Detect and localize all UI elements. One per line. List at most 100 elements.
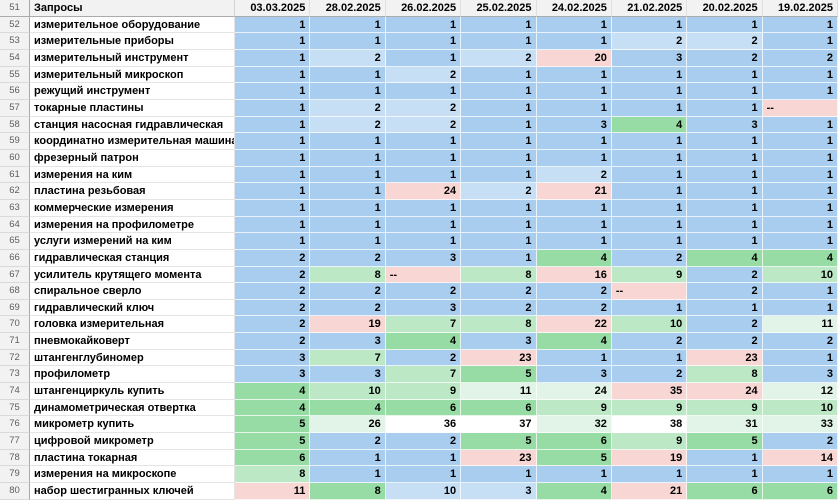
value-cell[interactable]: 3 <box>310 366 386 384</box>
value-cell[interactable]: 37 <box>461 416 537 434</box>
column-header-date[interactable]: 26.02.2025 <box>385 0 462 17</box>
query-label-cell[interactable]: цифровой микрометр <box>30 433 235 450</box>
row-number[interactable]: 54 <box>0 49 30 67</box>
value-cell[interactable]: 1 <box>536 66 612 84</box>
value-cell[interactable]: 2 <box>461 283 537 300</box>
value-cell[interactable]: 1 <box>762 233 838 250</box>
value-cell[interactable]: 1 <box>461 216 537 234</box>
value-cell[interactable]: 31 <box>687 416 763 434</box>
value-cell[interactable]: 10 <box>762 399 838 417</box>
column-header-date[interactable]: 19.02.2025 <box>762 0 838 17</box>
value-cell[interactable]: -- <box>611 283 688 300</box>
value-cell[interactable]: 3 <box>762 366 838 384</box>
value-cell[interactable]: 1 <box>235 83 311 100</box>
value-cell[interactable]: 1 <box>762 199 838 217</box>
value-cell[interactable]: 26 <box>310 416 386 434</box>
value-cell[interactable]: 1 <box>687 449 763 467</box>
value-cell[interactable]: 1 <box>461 233 537 250</box>
value-cell[interactable]: 12 <box>762 383 838 400</box>
value-cell[interactable]: 1 <box>310 199 386 217</box>
value-cell[interactable]: 5 <box>235 416 311 434</box>
value-cell[interactable]: 1 <box>536 349 612 367</box>
query-label-cell[interactable]: штангенциркуль купить <box>30 383 235 400</box>
value-cell[interactable]: 2 <box>687 49 763 67</box>
value-cell[interactable]: 9 <box>611 433 688 450</box>
value-cell[interactable]: 4 <box>310 399 386 417</box>
value-cell[interactable]: 23 <box>461 349 537 367</box>
value-cell[interactable]: 20 <box>536 49 612 67</box>
value-cell[interactable]: 1 <box>461 166 537 184</box>
row-number[interactable]: 75 <box>0 399 30 417</box>
value-cell[interactable]: 4 <box>385 333 462 350</box>
value-cell[interactable]: 1 <box>235 216 311 234</box>
value-cell[interactable]: 11 <box>762 316 838 334</box>
query-label-cell[interactable]: услуги измерений на ким <box>30 233 235 250</box>
value-cell[interactable]: 1 <box>461 149 537 167</box>
value-cell[interactable]: 8 <box>687 366 763 384</box>
value-cell[interactable]: 1 <box>762 466 838 484</box>
value-cell[interactable]: 1 <box>461 66 537 84</box>
query-label-cell[interactable]: пластина резьбовая <box>30 183 235 200</box>
query-label-cell[interactable]: измерения на профилометре <box>30 216 235 234</box>
value-cell[interactable]: 1 <box>385 16 462 34</box>
row-number[interactable]: 63 <box>0 199 30 217</box>
row-number[interactable]: 68 <box>0 283 30 300</box>
query-label-cell[interactable]: пластина токарная <box>30 449 235 467</box>
value-cell[interactable]: 1 <box>310 216 386 234</box>
value-cell[interactable]: -- <box>385 266 462 284</box>
row-number[interactable]: 59 <box>0 133 30 150</box>
value-cell[interactable]: 1 <box>235 99 311 117</box>
value-cell[interactable]: 23 <box>461 449 537 467</box>
value-cell[interactable]: 2 <box>310 116 386 134</box>
value-cell[interactable]: 1 <box>611 66 688 84</box>
value-cell[interactable]: 1 <box>235 116 311 134</box>
value-cell[interactable]: 6 <box>461 399 537 417</box>
value-cell[interactable]: 22 <box>536 316 612 334</box>
value-cell[interactable]: 2 <box>611 33 688 50</box>
value-cell[interactable]: 4 <box>536 483 612 500</box>
value-cell[interactable]: 6 <box>536 433 612 450</box>
value-cell[interactable]: 1 <box>385 449 462 467</box>
row-number[interactable]: 58 <box>0 116 30 134</box>
value-cell[interactable]: 6 <box>687 483 763 500</box>
row-number[interactable]: 79 <box>0 466 30 484</box>
value-cell[interactable]: 1 <box>687 299 763 317</box>
row-number[interactable]: 57 <box>0 99 30 117</box>
column-header-date[interactable]: 24.02.2025 <box>536 0 612 17</box>
row-number[interactable]: 71 <box>0 333 30 350</box>
query-label-cell[interactable]: штангенглубиномер <box>30 349 235 367</box>
value-cell[interactable]: 1 <box>762 83 838 100</box>
value-cell[interactable]: 3 <box>385 299 462 317</box>
value-cell[interactable]: 2 <box>611 366 688 384</box>
value-cell[interactable]: 1 <box>762 216 838 234</box>
value-cell[interactable]: 4 <box>687 249 763 267</box>
value-cell[interactable]: 1 <box>762 16 838 34</box>
value-cell[interactable]: 1 <box>310 33 386 50</box>
value-cell[interactable]: 9 <box>687 399 763 417</box>
value-cell[interactable]: 6 <box>385 399 462 417</box>
value-cell[interactable]: 1 <box>310 83 386 100</box>
row-number[interactable]: 72 <box>0 349 30 367</box>
value-cell[interactable]: 1 <box>687 133 763 150</box>
value-cell[interactable]: 10 <box>310 383 386 400</box>
value-cell[interactable]: 35 <box>611 383 688 400</box>
value-cell[interactable]: 5 <box>536 449 612 467</box>
row-number[interactable]: 70 <box>0 316 30 334</box>
value-cell[interactable]: 11 <box>461 383 537 400</box>
value-cell[interactable]: 1 <box>461 99 537 117</box>
value-cell[interactable]: 24 <box>536 383 612 400</box>
value-cell[interactable]: 1 <box>536 233 612 250</box>
value-cell[interactable]: 1 <box>611 133 688 150</box>
value-cell[interactable]: 2 <box>310 283 386 300</box>
value-cell[interactable]: 1 <box>762 183 838 200</box>
row-number[interactable]: 76 <box>0 416 30 434</box>
value-cell[interactable]: 6 <box>762 483 838 500</box>
value-cell[interactable]: 1 <box>385 216 462 234</box>
value-cell[interactable]: 2 <box>536 299 612 317</box>
value-cell[interactable]: 8 <box>461 316 537 334</box>
query-label-cell[interactable]: фрезерный патрон <box>30 149 235 167</box>
value-cell[interactable]: 1 <box>385 233 462 250</box>
value-cell[interactable]: 2 <box>762 333 838 350</box>
value-cell[interactable]: 3 <box>611 49 688 67</box>
value-cell[interactable]: 1 <box>310 16 386 34</box>
